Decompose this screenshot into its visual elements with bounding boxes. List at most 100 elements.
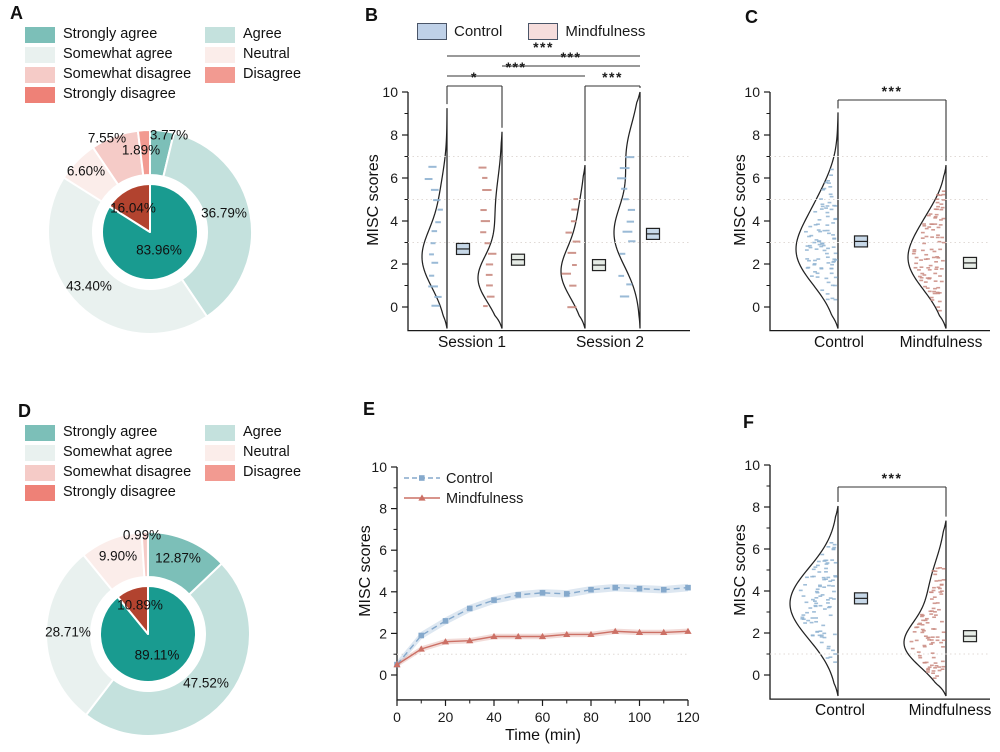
panel-f-control-label: Control (815, 702, 865, 719)
chart-text: 4 (752, 213, 760, 229)
control-swatch (417, 23, 447, 40)
panel-C (764, 91, 990, 332)
chart-text: 8 (752, 499, 760, 515)
chart-text: 6 (752, 541, 760, 557)
legend-d-swatch (25, 445, 55, 461)
panel-b-session2-label: Session 2 (575, 334, 645, 351)
legend-a-swatch (25, 47, 55, 63)
legend-d-label: Disagree (243, 464, 302, 480)
panel-c-ylabel: MISC scores (732, 154, 749, 246)
violin-C-0 (795, 112, 839, 329)
panel-F (764, 464, 990, 700)
donut-slice (140, 531, 149, 579)
legend-a-swatch (205, 27, 235, 43)
violin-B-1 (477, 131, 503, 329)
legend-d-label: Strongly agree (63, 424, 158, 440)
legend-a-label: Neutral (243, 46, 290, 62)
legend-d-swatch (205, 445, 235, 461)
legend-a-swatch (25, 87, 55, 103)
chart-text: 4 (390, 213, 398, 229)
pie-slice (116, 585, 149, 635)
donut-slice (162, 131, 253, 318)
donut-d-label-somewhat-disagree: 0.99% (122, 527, 162, 543)
donut-slice (47, 176, 209, 335)
donut-A (47, 129, 253, 335)
panel-label-a: A (10, 3, 23, 23)
chart-text: *** (882, 470, 903, 486)
panel-label-f: F (743, 412, 754, 432)
panel-f-mindfulness-label: Mindfulness (908, 702, 992, 719)
chart-text: 0 (393, 709, 401, 725)
donut-a-label-agree: 36.79% (201, 205, 247, 221)
panel-B (402, 55, 690, 332)
legend-a-label: Agree (243, 26, 282, 42)
legend-d-label: Strongly disagree (63, 484, 176, 500)
panel-label-c: C (745, 7, 758, 27)
donut-a-label-somewhat-agree: 43.40% (66, 278, 112, 294)
panel-b-ylabel: MISC scores (365, 154, 382, 246)
chart-text: 120 (676, 709, 700, 725)
donut-a-label-neutral: 6.60% (66, 163, 106, 179)
donut-slice (45, 554, 115, 717)
donut-a-label-total-disagree: 16.04% (110, 200, 156, 216)
chart-text: 2 (379, 625, 387, 641)
chart-text: 2 (752, 625, 760, 641)
chart-text: 10 (744, 457, 760, 473)
chart-text: 0 (752, 667, 760, 683)
panel-label-b: B (365, 5, 378, 25)
donut-d-label-somewhat-agree: 28.71% (45, 624, 91, 640)
violin-B-2 (560, 165, 586, 329)
donut-slice (85, 562, 251, 737)
donut-d-label-strongly-agree: 12.87% (155, 550, 201, 566)
violin-C-1 (907, 165, 947, 329)
legend-a-swatch (205, 67, 235, 83)
donut-d-label-agree: 47.52% (183, 675, 229, 691)
chart-text: 40 (486, 709, 502, 725)
legend-a-swatch (25, 67, 55, 83)
legend-d-label: Neutral (243, 444, 290, 460)
donut-a-label-somewhat-disagree: 7.55% (87, 130, 127, 146)
chart-text: Mindfulness (446, 491, 523, 507)
legend-a-swatch (205, 47, 235, 63)
chart-text: *** (602, 69, 623, 85)
chart-text: 2 (390, 256, 398, 272)
donut-a-label-total-agree: 83.96% (136, 242, 182, 258)
violin-F-1 (903, 520, 947, 697)
panel-f-ylabel: MISC scores (732, 524, 749, 616)
donut-a-label-disagree: 1.89% (121, 142, 161, 158)
mindfulness-swatch (528, 23, 559, 40)
chart-text: 10 (744, 84, 760, 100)
chart-text: 100 (628, 709, 652, 725)
chart-text: *** (882, 83, 903, 99)
chart-text: 2 (752, 256, 760, 272)
chart-text: 6 (752, 170, 760, 186)
chart-text: 8 (390, 127, 398, 143)
chart-text: 0 (752, 299, 760, 315)
panel-label-d: D (18, 401, 31, 421)
chart-text: * (471, 69, 478, 85)
panel-c-mindfulness-label: Mindfulness (899, 334, 983, 351)
chart-text: 4 (752, 583, 760, 599)
mindfulness-legend-label: Mindfulness (565, 23, 646, 40)
chart-text: 6 (390, 170, 398, 186)
panel-b-session1-label: Session 1 (437, 334, 507, 351)
chart-text: 0 (379, 667, 387, 683)
donut-d-label-total-agree: 89.11% (134, 647, 180, 663)
chart-text: 80 (583, 709, 599, 725)
chart-text: Control (446, 471, 493, 487)
chart-text: 0 (390, 299, 398, 315)
donut-D (45, 531, 251, 737)
panel-b-legend: Control Mindfulness (417, 23, 645, 40)
violin-B-3 (613, 91, 641, 329)
chart-text: 6 (379, 542, 387, 558)
legend-d-swatch (25, 425, 55, 441)
legend-a-label: Strongly disagree (63, 86, 176, 102)
chart-text: 20 (438, 709, 454, 725)
pie-slice (108, 183, 151, 233)
legend-a-label: Somewhat agree (63, 46, 173, 62)
panel-c-control-label: Control (814, 334, 864, 351)
violin-B-0 (421, 108, 448, 329)
legend-d-label: Somewhat agree (63, 444, 173, 460)
panel-e-xlabel: Time (min) (505, 727, 581, 744)
